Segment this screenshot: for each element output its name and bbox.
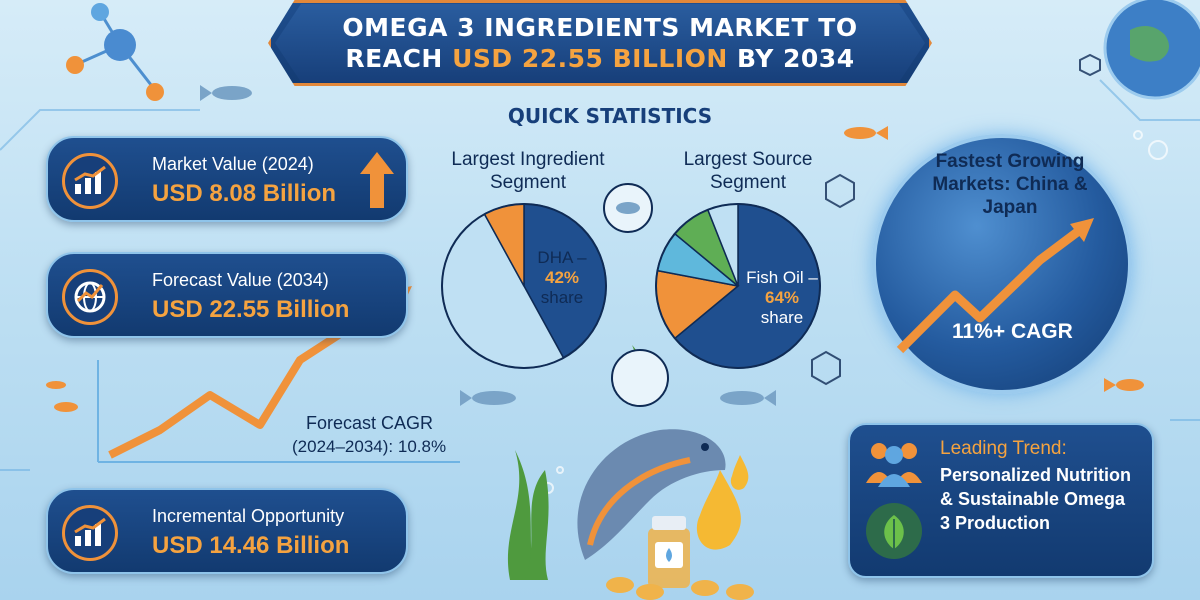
- up-arrow-icon: [360, 152, 394, 208]
- market-value-card: Market Value (2024) USD 8.08 Billion: [46, 136, 408, 222]
- cagr-note-line-1: Forecast CAGR: [306, 413, 434, 433]
- pie-outline: [441, 203, 607, 369]
- fish-icon: [460, 390, 776, 406]
- quick-statistics-header: QUICK STATISTICS: [507, 104, 713, 128]
- ingredient-pie-title: Largest Ingredient Segment: [451, 149, 605, 193]
- forecast-value-label: Forecast Value (2034): [152, 270, 329, 290]
- bar-chart-up-icon: [62, 153, 118, 209]
- source-pie-label: Fish Oil – 64% share: [746, 268, 818, 327]
- ingredient-pie-chart: [441, 203, 607, 369]
- forecast-value-card: Forecast Value (2034) USD 22.55 Billion: [46, 252, 408, 338]
- fish-icon: [46, 381, 78, 412]
- oil-drop-illustration: [696, 455, 749, 550]
- globe-title: Fastest Growing Markets: China & Japan: [932, 151, 1088, 218]
- leading-trend-panel: [848, 423, 1154, 578]
- ingredient-pie-label: DHA – 42% share: [537, 248, 587, 307]
- people-icon: [866, 443, 922, 487]
- fish-icon: [844, 126, 888, 140]
- bar-chart-up-icon: [62, 505, 118, 561]
- globe-illustration: [872, 134, 1132, 394]
- molecule-icon: [66, 3, 164, 101]
- globe-cagr: 11%+ CAGR: [952, 320, 1073, 343]
- growth-arrow: [108, 288, 408, 459]
- incremental-opportunity-card: Incremental Opportunity USD 14.46 Billio…: [46, 488, 408, 574]
- market-value-label: Market Value (2024): [152, 154, 314, 174]
- globe-growth-icon: [62, 269, 118, 325]
- supplement-bottle-illustration: [648, 516, 690, 588]
- globe-growth-arrow: [896, 218, 1094, 354]
- leading-trend-title: Leading Trend:: [940, 438, 1067, 459]
- leaves-icon: [866, 503, 922, 559]
- incremental-opportunity-value: USD 14.46 Billion: [152, 532, 350, 559]
- source-pie-title: Largest Source Segment: [683, 149, 813, 193]
- title-highlight: USD 22.55 BILLION: [452, 44, 728, 73]
- title-line-1: OMEGA 3 INGREDIENTS MARKET TO: [342, 13, 858, 42]
- title-line-2: REACH USD 22.55 BILLION BY 2034: [345, 44, 855, 73]
- pie-outline: [655, 203, 821, 369]
- globe-icon: [1103, 0, 1200, 100]
- salmon-illustration: [577, 429, 726, 560]
- market-value-value: USD 8.08 Billion: [152, 180, 337, 207]
- title-banner: OMEGA 3 INGREDIENTS MARKET TO REACH USD …: [275, 4, 925, 82]
- source-pie-chart: [655, 203, 821, 369]
- forecast-value-value: USD 22.55 Billion: [152, 296, 350, 323]
- fish-icon: [200, 85, 252, 101]
- fish-icon: [1104, 378, 1144, 392]
- leading-trend-body: Personalized Nutrition & Sustainable Ome…: [940, 465, 1132, 533]
- incremental-opportunity-label: Incremental Opportunity: [152, 506, 345, 526]
- cagr-note-line-2: (2024–2034): 10.8%: [292, 437, 447, 456]
